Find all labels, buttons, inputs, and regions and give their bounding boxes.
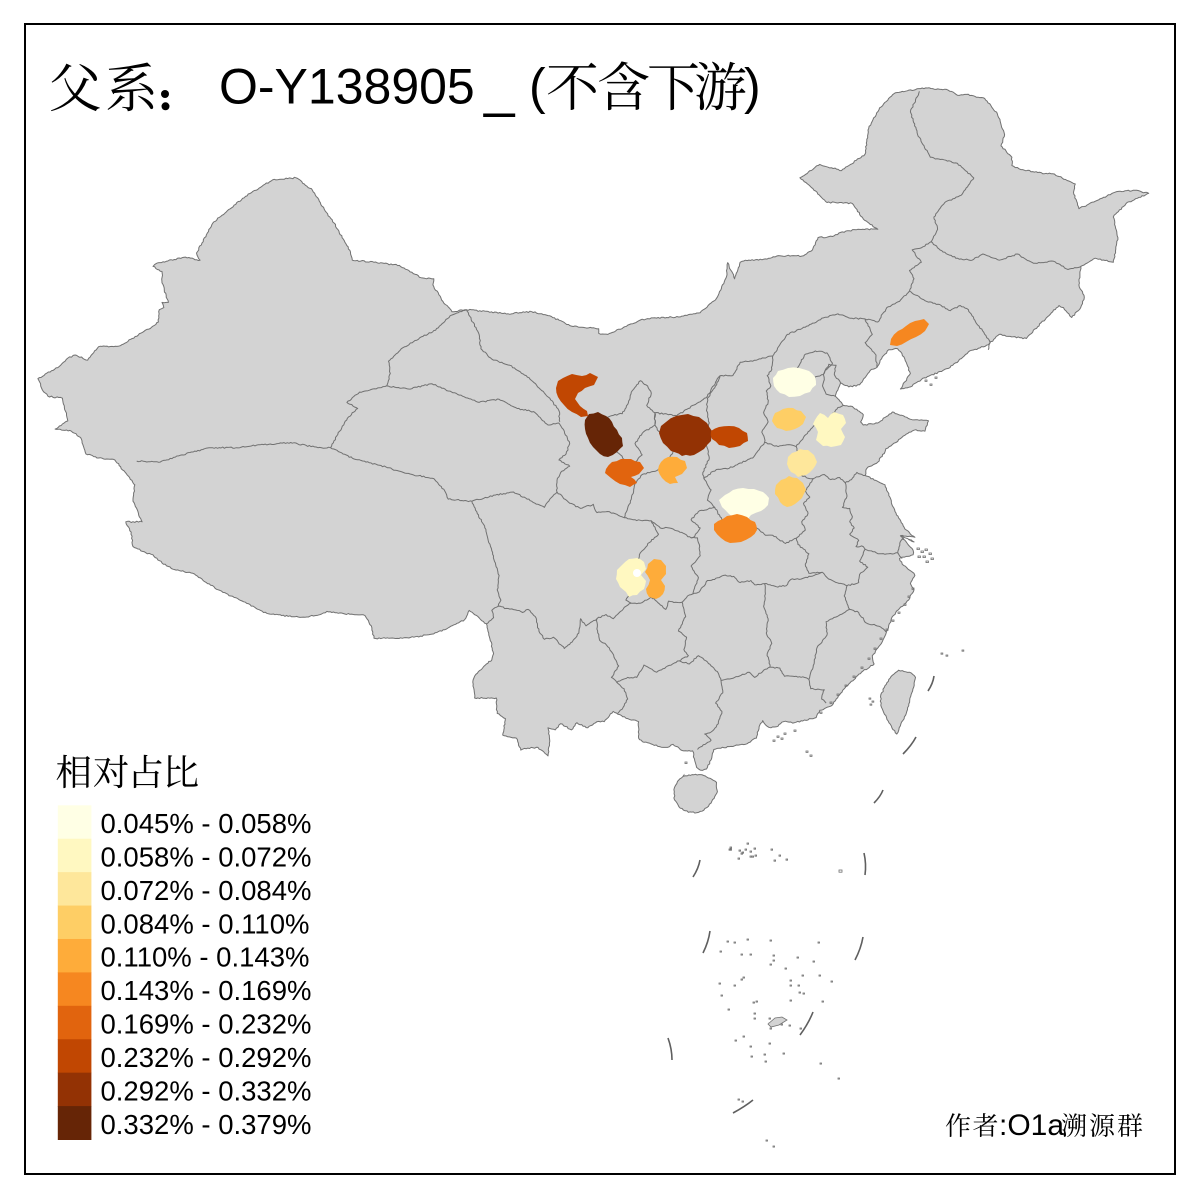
svg-text:0.084% - 0.110%: 0.084% - 0.110% <box>101 908 310 939</box>
svg-text:0.292% - 0.332%: 0.292% - 0.332% <box>101 1075 312 1106</box>
svg-text:O-Y138905: O-Y138905 <box>219 59 475 115</box>
svg-text:0.232% - 0.292%: 0.232% - 0.292% <box>101 1042 312 1073</box>
svg-text:0.058% - 0.072%: 0.058% - 0.072% <box>101 841 312 872</box>
svg-text:0.110% - 0.143%: 0.110% - 0.143% <box>101 942 310 973</box>
svg-text:0.045% - 0.058%: 0.045% - 0.058% <box>101 808 312 839</box>
svg-text:_: _ <box>483 56 516 118</box>
svg-text:(: ( <box>529 59 546 115</box>
svg-text:0.332% - 0.379%: 0.332% - 0.379% <box>101 1109 312 1140</box>
svg-text:0.143% - 0.169%: 0.143% - 0.169% <box>101 975 312 1006</box>
svg-text:0.169% - 0.232%: 0.169% - 0.232% <box>101 1009 312 1040</box>
svg-text:0.072% - 0.084%: 0.072% - 0.084% <box>101 875 312 906</box>
svg-text:): ) <box>744 59 761 115</box>
svg-text::O1a: :O1a <box>999 1109 1064 1142</box>
